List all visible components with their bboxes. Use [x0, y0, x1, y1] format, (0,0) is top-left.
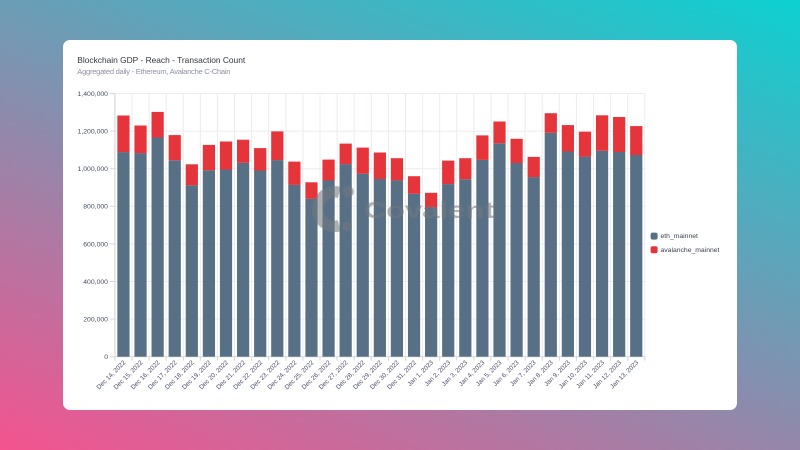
svg-text:Covalent: Covalent	[363, 197, 494, 223]
svg-text:400,000: 400,000	[83, 278, 108, 285]
svg-text:600,000: 600,000	[83, 241, 108, 248]
svg-text:1,200,000: 1,200,000	[77, 128, 108, 135]
svg-text:1,000,000: 1,000,000	[77, 166, 108, 173]
svg-text:1,400,000: 1,400,000	[77, 90, 108, 97]
svg-text:eth_mainnet: eth_mainnet	[660, 233, 698, 240]
svg-text:800,000: 800,000	[83, 203, 108, 210]
svg-text:Blockchain GDP - Reach - Trans: Blockchain GDP - Reach - Transaction Cou…	[77, 55, 246, 65]
svg-text:0: 0	[104, 354, 108, 361]
svg-text:avalanche_mainnet: avalanche_mainnet	[660, 246, 719, 253]
svg-text:200,000: 200,000	[83, 316, 108, 323]
svg-text:Aggregated daily - Ethereum, A: Aggregated daily - Ethereum, Avalanche C…	[77, 66, 230, 75]
